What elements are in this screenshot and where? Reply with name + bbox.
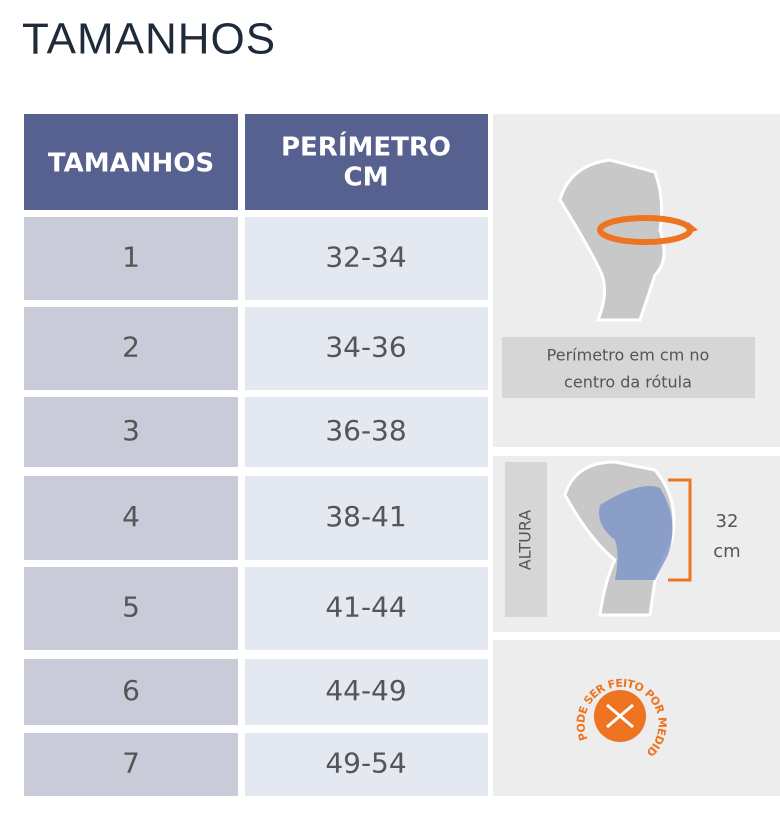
size-value: 7 <box>122 747 140 780</box>
column-header: CM <box>344 163 389 193</box>
scissors-icon <box>606 703 634 729</box>
range-value: 36-38 <box>325 414 406 447</box>
range-cell <box>245 733 488 796</box>
size-value: 3 <box>122 414 140 447</box>
caption-box <box>502 337 755 398</box>
range-value: 32-34 <box>325 241 406 274</box>
height-unit: cm <box>713 541 740 562</box>
column-header: PERÍMETRO <box>281 131 451 163</box>
size-cell <box>24 659 238 725</box>
range-cell <box>245 217 488 300</box>
caption: Perímetro em cm no <box>547 346 710 365</box>
caption: centro da rótula <box>564 373 692 392</box>
header-cell <box>245 114 488 210</box>
header-cell <box>24 114 238 210</box>
size-cell <box>24 733 238 796</box>
range-value: 38-41 <box>325 500 406 533</box>
size-value: 6 <box>122 674 140 707</box>
column-header: TAMANHOS <box>48 149 214 179</box>
range-value: 49-54 <box>325 747 406 780</box>
range-cell <box>245 307 488 390</box>
range-value: 41-44 <box>325 591 406 624</box>
arrow-head <box>686 222 698 234</box>
range-cell <box>245 476 488 560</box>
size-cell <box>24 476 238 560</box>
size-value: 4 <box>122 500 140 533</box>
size-cell <box>24 307 238 390</box>
size-value: 2 <box>122 331 140 364</box>
size-value: 1 <box>122 241 140 274</box>
size-cell <box>24 567 238 650</box>
range-value: 34-36 <box>325 331 406 364</box>
range-cell <box>245 567 488 650</box>
label-box <box>505 462 547 617</box>
range-cell <box>245 659 488 725</box>
height-label: ALTURA <box>516 510 535 571</box>
table-body: 1 32-34 2 34-36 3 36-38 4 38-41 5 41-44 6 44-49 7 49-… <box>24 217 488 796</box>
range-value: 44-49 <box>325 674 406 707</box>
sleeve <box>599 486 673 580</box>
size-cell <box>24 217 238 300</box>
size-cell <box>24 397 238 467</box>
size-value: 5 <box>122 591 140 624</box>
page-title: TAMANHOS <box>22 15 276 64</box>
height-value: 32 <box>716 511 739 532</box>
range-cell <box>245 397 488 467</box>
height-bracket <box>668 478 692 582</box>
